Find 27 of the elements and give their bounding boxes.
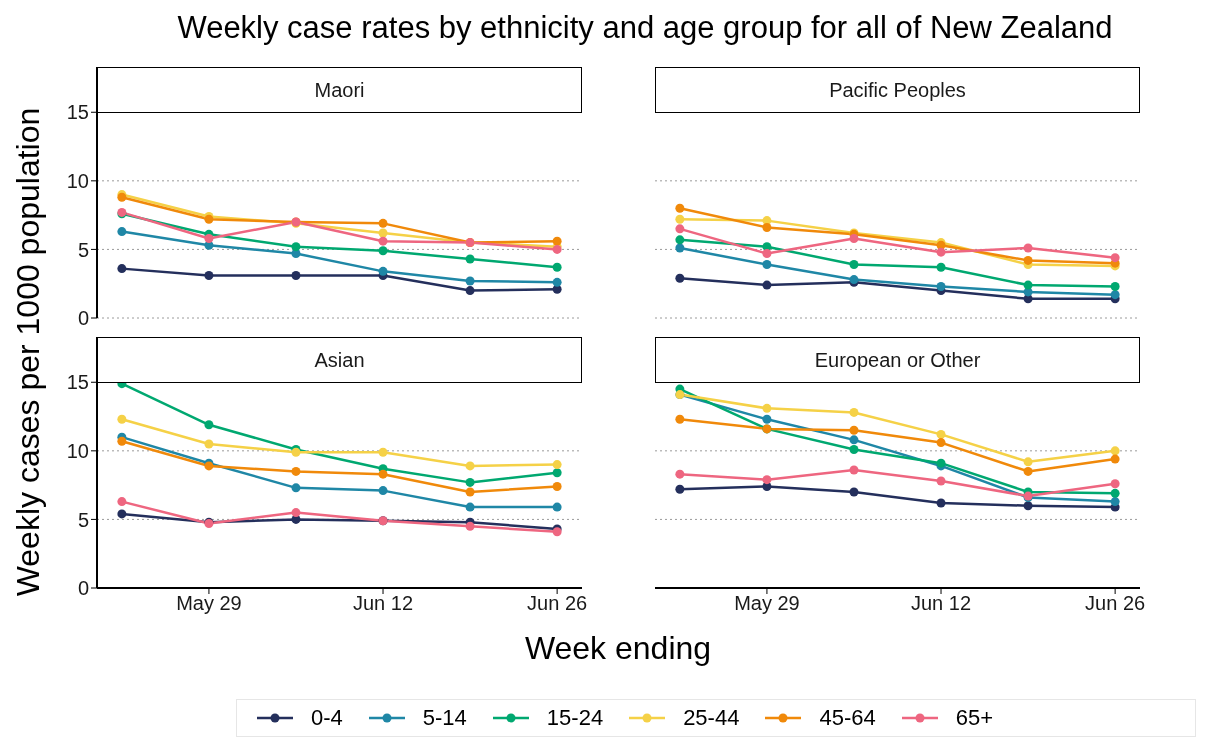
chart-title: European or Other: [814, 348, 981, 372]
y-tick-label: 10: [66, 169, 89, 192]
y-tick-label: 15: [66, 371, 89, 394]
y-axis-title: Weekly cases per 1000 population: [9, 107, 46, 597]
legend-label: 65+: [955, 705, 994, 731]
x-tick-label: Jun 26: [1085, 592, 1146, 615]
y-tick-label: 0: [77, 307, 89, 330]
x-axis-title: Week ending: [524, 629, 712, 666]
text: Asian: [314, 348, 365, 372]
text: Maori: [314, 78, 365, 102]
x-tick-label: May 29: [176, 592, 242, 615]
x-tick-label: Jun 12: [910, 592, 972, 615]
legend-label: 15-24: [546, 705, 604, 731]
x-tick-label: Jun 26: [527, 592, 588, 615]
legend-label: 0-4: [311, 705, 343, 731]
y-tick-label: 15: [66, 101, 89, 124]
y-tick-label: 0: [77, 577, 89, 600]
legend-label: 45-64: [819, 705, 876, 731]
y-tick-label: 5: [77, 508, 89, 531]
x-tick-label: Jun 12: [352, 592, 414, 615]
legend-label: 25-44: [683, 705, 740, 731]
legend-label: 5-14: [422, 705, 467, 731]
text: Weekly case rates by ethnicity and age group for all of New Zealand: [177, 10, 1113, 45]
y-tick-label: 10: [66, 439, 89, 462]
y-tick-label: 5: [77, 238, 89, 261]
x-tick-label: May 29: [734, 592, 800, 615]
chart-title: Pacific Peoples: [829, 78, 966, 102]
